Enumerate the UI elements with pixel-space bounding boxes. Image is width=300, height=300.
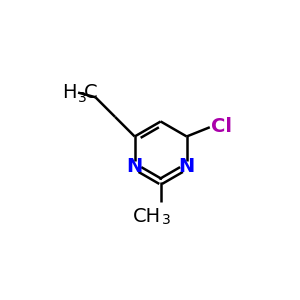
Text: 3: 3 <box>162 213 171 227</box>
Text: CH: CH <box>133 207 161 226</box>
Text: H: H <box>62 83 77 102</box>
Text: N: N <box>127 157 143 176</box>
Text: C: C <box>83 83 97 102</box>
Text: 3: 3 <box>78 91 87 105</box>
Text: Cl: Cl <box>211 117 232 136</box>
Text: N: N <box>178 157 195 176</box>
